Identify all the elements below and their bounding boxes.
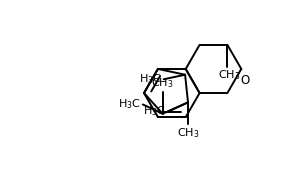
Text: CH$_3$: CH$_3$ xyxy=(218,69,241,82)
Text: H$_3$C: H$_3$C xyxy=(143,105,166,119)
Text: CH$_3$: CH$_3$ xyxy=(151,76,174,90)
Text: O: O xyxy=(240,74,250,87)
Text: CH$_3$: CH$_3$ xyxy=(177,126,199,140)
Text: H$_3$C: H$_3$C xyxy=(118,97,141,111)
Text: H$_3$C: H$_3$C xyxy=(139,72,162,86)
